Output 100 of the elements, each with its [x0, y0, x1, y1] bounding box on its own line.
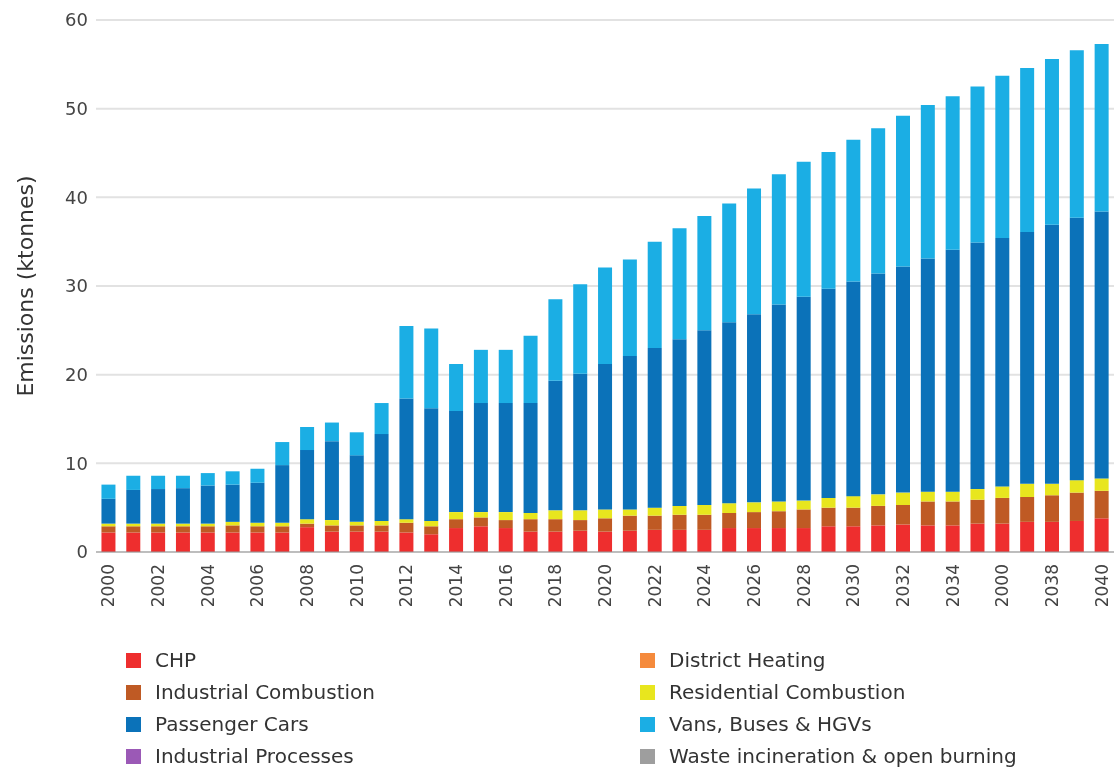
- bar: [101, 526, 116, 533]
- bar: [846, 496, 861, 508]
- bar: [349, 455, 364, 522]
- bar: [697, 330, 712, 506]
- bar: [970, 86, 985, 243]
- bar: [275, 442, 290, 466]
- bar: [647, 515, 662, 530]
- bar: [995, 486, 1010, 498]
- bar: [598, 518, 613, 532]
- bar: [672, 514, 687, 530]
- bar: [548, 531, 563, 552]
- bar: [498, 520, 513, 529]
- legend-label: CHP: [155, 648, 197, 672]
- bar: [374, 434, 389, 521]
- bar: [151, 475, 166, 490]
- x-tick-label: 2008: [297, 564, 318, 608]
- bar: [1094, 518, 1109, 552]
- x-tick-label: 2006: [247, 564, 268, 608]
- bar: [300, 450, 315, 520]
- legend-label: Industrial Processes: [155, 744, 354, 768]
- bar: [175, 532, 190, 552]
- bar: [771, 174, 786, 305]
- bar: [647, 529, 662, 552]
- bar: [324, 441, 339, 521]
- bar: [821, 152, 836, 289]
- bar: [473, 512, 488, 518]
- bar: [1044, 483, 1059, 496]
- bar: [548, 299, 563, 381]
- x-tick-label: 2024: [694, 564, 715, 608]
- bar: [374, 525, 389, 532]
- bar: [324, 525, 339, 532]
- bar: [1069, 217, 1084, 481]
- bar: [945, 249, 960, 492]
- bar: [399, 522, 414, 533]
- x-tick-label: 2004: [197, 564, 218, 608]
- bar: [573, 510, 588, 521]
- bar: [300, 527, 315, 552]
- x-tick-label: 2010: [346, 564, 367, 608]
- bar: [598, 267, 613, 365]
- bar: [126, 475, 141, 490]
- legend-label: Vans, Buses & HGVs: [669, 712, 872, 736]
- x-tick-label: 2012: [396, 564, 417, 608]
- bar: [896, 505, 910, 525]
- bar: [548, 510, 563, 520]
- bar: [796, 528, 811, 552]
- y-tick-label: 10: [65, 452, 88, 474]
- x-tick-label: 2038: [1041, 564, 1062, 608]
- bar: [250, 532, 265, 552]
- x-tick-label: 2014: [446, 564, 467, 608]
- x-tick-label: 2000: [98, 564, 119, 608]
- bar: [598, 364, 613, 510]
- bar: [399, 398, 414, 520]
- bar: [1094, 478, 1109, 491]
- bar: [498, 512, 513, 521]
- bar: [1020, 483, 1035, 498]
- bar: [101, 532, 116, 552]
- bar: [225, 484, 240, 522]
- bar: [846, 281, 861, 497]
- bar: [498, 528, 513, 552]
- legend-label: Passenger Cars: [155, 712, 309, 736]
- bar: [1069, 492, 1084, 521]
- y-tick-label: 0: [76, 541, 88, 563]
- bar: [523, 531, 538, 552]
- bar: [1044, 224, 1059, 484]
- bar: [424, 328, 439, 409]
- bar: [126, 532, 141, 552]
- bar: [920, 525, 935, 552]
- bar: [970, 523, 985, 552]
- bar: [871, 525, 886, 552]
- bar: [424, 526, 439, 535]
- bar: [920, 491, 935, 502]
- x-tick-label: 2028: [793, 564, 814, 608]
- bar: [399, 519, 414, 523]
- bar: [747, 188, 762, 315]
- bar: [697, 514, 712, 530]
- bar: [473, 517, 488, 527]
- bar: [672, 228, 687, 340]
- bar: [250, 468, 265, 483]
- bar: [622, 356, 637, 510]
- bar: [622, 515, 637, 531]
- bar: [324, 422, 339, 442]
- bar: [473, 403, 488, 513]
- bar: [821, 507, 836, 527]
- bar: [151, 489, 166, 524]
- legend-label: District Heating: [669, 648, 826, 672]
- bar: [771, 528, 786, 552]
- bar: [349, 531, 364, 552]
- bar: [175, 475, 190, 489]
- bar: [747, 512, 762, 529]
- bar: [896, 266, 910, 493]
- bar: [796, 500, 811, 510]
- bar: [1020, 497, 1035, 522]
- bar: [722, 203, 737, 323]
- bar: [871, 505, 886, 526]
- bar: [424, 408, 439, 521]
- bar: [945, 96, 960, 250]
- bar: [1044, 521, 1059, 552]
- bar: [722, 528, 737, 552]
- bar: [647, 241, 662, 349]
- bar: [225, 532, 240, 552]
